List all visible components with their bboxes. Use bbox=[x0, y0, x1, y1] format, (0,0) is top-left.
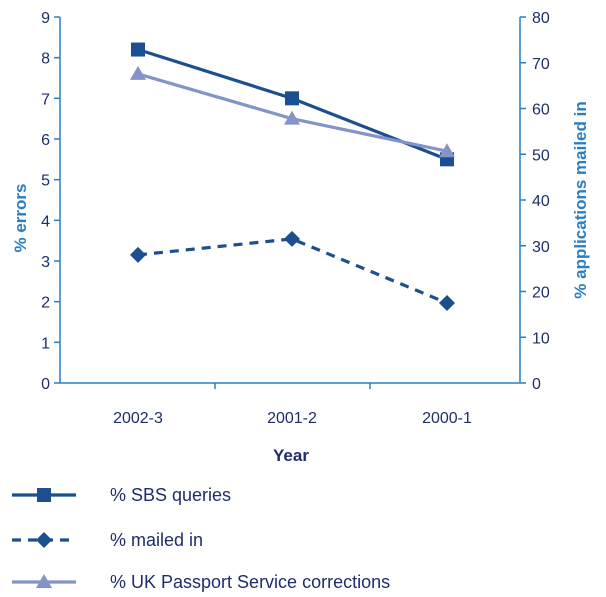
triangle-marker bbox=[439, 143, 455, 158]
legend: % SBS queries % mailed in % UK Passport Se… bbox=[12, 485, 390, 592]
right-tick-label: 70 bbox=[532, 56, 550, 73]
diamond-marker bbox=[130, 246, 146, 263]
square-marker bbox=[131, 42, 145, 57]
series-diamond bbox=[130, 230, 455, 311]
x-tick-label: 2002-3 bbox=[113, 410, 163, 427]
left-tick-label: 5 bbox=[41, 173, 50, 190]
right-tick-label: 30 bbox=[532, 239, 550, 256]
legend-label: % UK Passport Service corrections bbox=[110, 572, 390, 592]
diamond-marker bbox=[439, 294, 455, 311]
left-axis: 0 1 2 3 4 5 6 7 8 9 bbox=[41, 10, 61, 393]
legend-triangle-marker bbox=[36, 574, 52, 588]
right-tick-label: 10 bbox=[532, 330, 550, 347]
series-square bbox=[131, 42, 454, 167]
right-tick-label: 60 bbox=[532, 102, 550, 119]
x-tick-label: 2001-2 bbox=[267, 410, 317, 427]
left-tick-label: 7 bbox=[41, 91, 50, 108]
left-tick-label: 6 bbox=[41, 132, 50, 149]
legend-square-marker bbox=[37, 488, 51, 502]
series-line bbox=[137, 237, 448, 305]
legend-item: % SBS queries bbox=[12, 485, 231, 505]
left-tick-label: 2 bbox=[41, 295, 50, 312]
left-axis-title: % errors bbox=[11, 184, 30, 253]
legend-item: % mailed in bbox=[12, 530, 203, 550]
right-tick-label: 50 bbox=[532, 147, 550, 164]
left-tick-label: 8 bbox=[41, 51, 50, 68]
right-tick-label: 20 bbox=[532, 285, 550, 302]
triangle-marker bbox=[130, 65, 146, 80]
right-tick-label: 0 bbox=[532, 376, 541, 393]
triangle-marker bbox=[284, 110, 300, 125]
left-tick-label: 0 bbox=[41, 376, 50, 393]
left-tick-label: 9 bbox=[41, 10, 50, 27]
diamond-marker bbox=[284, 230, 300, 247]
right-axis-title: % applications mailed in bbox=[571, 101, 590, 298]
left-tick-label: 1 bbox=[41, 335, 50, 352]
legend-label: % SBS queries bbox=[110, 485, 231, 505]
right-tick-label: 80 bbox=[532, 10, 550, 27]
series-triangle bbox=[130, 65, 455, 158]
x-axis-title: Year bbox=[273, 446, 309, 465]
right-axis: 0 10 20 30 40 50 60 70 80 bbox=[519, 10, 550, 393]
legend-diamond-marker bbox=[36, 532, 52, 548]
legend-item: % UK Passport Service corrections bbox=[12, 572, 390, 592]
x-axis: 2002-3 2001-2 2000-1 bbox=[60, 382, 520, 427]
x-tick-label: 2000-1 bbox=[422, 410, 472, 427]
left-tick-label: 4 bbox=[41, 213, 50, 230]
series-layer bbox=[130, 42, 455, 311]
legend-label: % mailed in bbox=[110, 530, 203, 550]
square-marker bbox=[285, 91, 299, 106]
left-tick-label: 3 bbox=[41, 254, 50, 271]
right-tick-label: 40 bbox=[532, 193, 550, 210]
